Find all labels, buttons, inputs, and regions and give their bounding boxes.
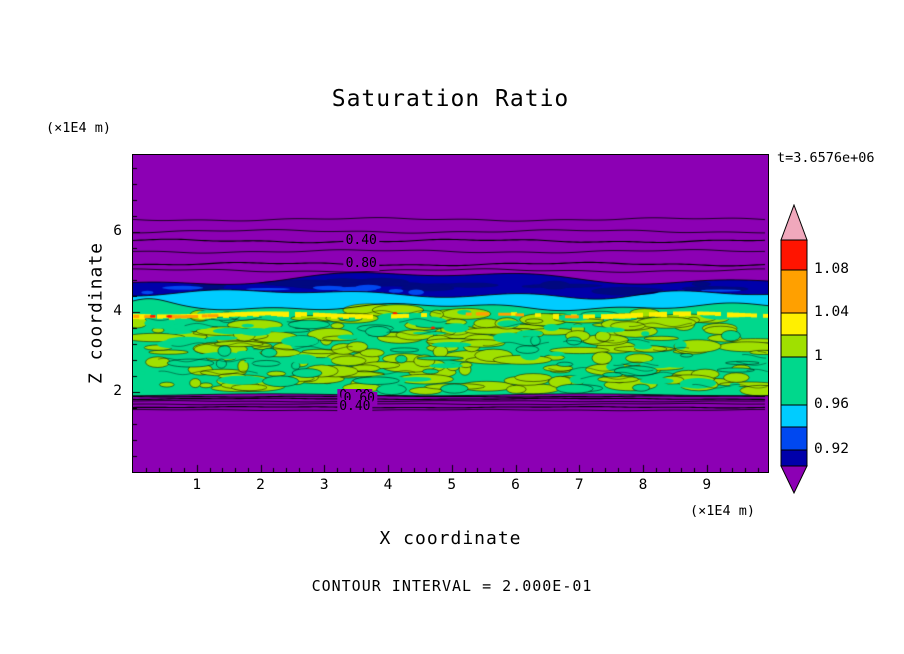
contour-interval-note: CONTOUR INTERVAL = 2.000E-01 — [311, 577, 593, 595]
x-tick-label: 3 — [319, 477, 329, 493]
colorbar-tick-label: 1 — [814, 348, 823, 364]
z-axis-unit: (×1E4 m) — [46, 120, 112, 136]
plot-area: 0.400.800.800.600.40 — [132, 154, 769, 473]
z-tick-label: 2 — [113, 383, 122, 400]
contour-line-label: 0.40 — [343, 232, 379, 248]
x-axis-unit: (×1E4 m) — [690, 503, 756, 519]
colorbar-segment-red — [780, 239, 808, 271]
colorbar-top-arrow — [780, 204, 808, 241]
x-tick-label: 4 — [383, 477, 393, 493]
x-tick-label: 9 — [702, 477, 712, 493]
colorbar-segment-yellow — [780, 312, 808, 336]
z-tick-label: 6 — [113, 223, 122, 240]
colorbar — [780, 204, 808, 495]
colorbar-tick-label: 0.92 — [814, 441, 849, 457]
x-tick-label: 6 — [511, 477, 520, 493]
contour-line-label: 0.80 — [343, 256, 379, 272]
x-axis-label: X coordinate — [379, 528, 522, 549]
x-tick-label: 7 — [574, 477, 584, 493]
colorbar-tick-label: 0.96 — [814, 396, 849, 412]
colorbar-segment-cyan — [780, 404, 808, 428]
timestamp-label: t=3.6576e+06 — [777, 150, 875, 166]
x-tick-label: 2 — [256, 477, 265, 493]
x-tick-label: 1 — [192, 477, 202, 493]
colorbar-segment-blue — [780, 426, 808, 451]
page-title: Saturation Ratio — [331, 86, 570, 112]
colorbar-segment-orange — [780, 269, 808, 314]
contour-field-canvas — [133, 155, 768, 472]
colorbar-tick-label: 1.04 — [814, 304, 849, 320]
colorbar-segment-green — [780, 356, 808, 406]
z-tick-label: 4 — [113, 303, 122, 320]
contour-line-label: 0.40 — [337, 399, 373, 415]
colorbar-tick-label: 1.08 — [814, 261, 849, 277]
colorbar-segment-navy — [780, 449, 808, 467]
colorbar-segment-yellow_green — [780, 334, 808, 358]
x-tick-label: 5 — [447, 477, 457, 493]
colorbar-bottom-arrow — [780, 465, 808, 495]
x-tick-label: 8 — [638, 477, 648, 493]
